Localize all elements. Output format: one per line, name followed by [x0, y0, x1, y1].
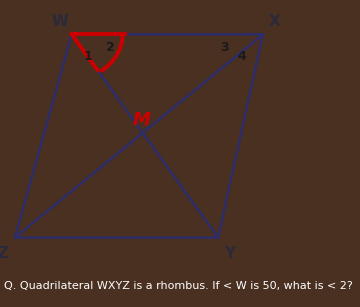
Text: 4: 4: [238, 50, 246, 63]
Text: 1: 1: [84, 50, 93, 63]
Text: Q. Quadrilateral WXYZ is a rhombus. If < W is 50, what is < 2?: Q. Quadrilateral WXYZ is a rhombus. If <…: [4, 281, 352, 290]
Text: Z: Z: [0, 246, 9, 261]
Text: X: X: [269, 14, 281, 29]
Text: W: W: [51, 14, 68, 29]
Text: 2: 2: [106, 41, 115, 54]
Text: Y: Y: [225, 246, 236, 261]
Text: 3: 3: [220, 41, 228, 54]
Text: M: M: [133, 111, 151, 129]
